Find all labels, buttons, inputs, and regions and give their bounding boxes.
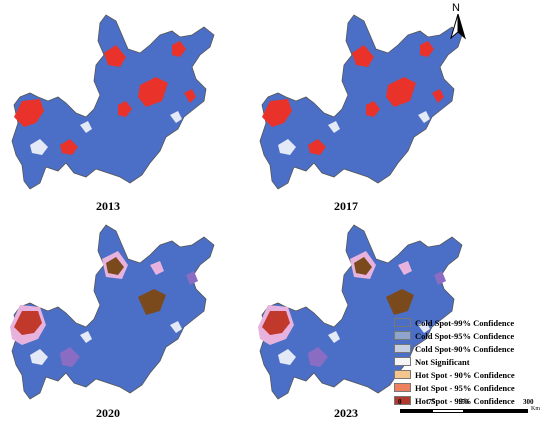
region-outline xyxy=(11,14,215,190)
map-panel-2023 xyxy=(248,215,478,410)
hotspot-area xyxy=(60,139,78,155)
north-arrow-icon xyxy=(450,14,466,40)
scale-tick-label: 75 xyxy=(428,398,435,406)
hotspot-area xyxy=(352,45,374,67)
hotspot-area xyxy=(106,257,124,275)
not-significant-area xyxy=(30,111,182,155)
scale-unit: Km xyxy=(531,406,540,412)
hotspot-area xyxy=(138,289,166,315)
year-label-2013: 2013 xyxy=(96,199,120,213)
legend-item-cold-99: Cold Spot-99% Confidence xyxy=(394,317,514,328)
scale-segment xyxy=(432,409,464,413)
legend-swatch xyxy=(394,396,411,405)
legend-label: Hot Spot - 99% Confidence xyxy=(415,395,515,406)
north-letter: N xyxy=(452,2,460,14)
map-panel-2017 xyxy=(248,5,478,200)
legend: Cold Spot-99% Confidence Cold Spot-95% C… xyxy=(394,317,546,417)
legend-label: Hot Spot - 90% Confidence xyxy=(415,369,515,380)
not-significant-area xyxy=(278,321,430,365)
hotspot-area xyxy=(386,289,414,315)
scale-tick-label: 0 xyxy=(398,398,402,406)
hotspot-area xyxy=(118,101,132,117)
hotspot-area xyxy=(150,261,164,275)
legend-item-hot-95: Hot Spot - 95% Confidence xyxy=(394,382,515,393)
legend-label: Hot Spot - 95% Confidence xyxy=(415,382,515,393)
hotspot-area xyxy=(434,271,446,285)
legend-item-not-significant: Not Significant xyxy=(394,356,470,367)
legend-swatch xyxy=(394,318,411,327)
hotspot-area xyxy=(14,99,44,127)
scale-tick-label: 150 xyxy=(458,398,469,406)
hotspot-area xyxy=(432,89,444,103)
region-outline xyxy=(11,224,215,400)
hotspot-map-2013 xyxy=(11,14,215,190)
hotspot-map-2023 xyxy=(258,224,463,400)
legend-item-hot-99: Hot Spot - 99% Confidence xyxy=(394,395,515,406)
hotspot-area xyxy=(184,89,196,103)
legend-swatch xyxy=(394,383,411,392)
map-panel-2020 xyxy=(0,215,230,410)
legend-label: Not Significant xyxy=(415,356,470,367)
legend-swatch xyxy=(394,331,411,340)
hotspot-map-2020 xyxy=(10,224,215,400)
north-arrow: N xyxy=(448,2,468,44)
scale-segment xyxy=(400,409,432,413)
scale-tick-label: 300 xyxy=(523,398,534,406)
year-label-2017: 2017 xyxy=(334,199,358,213)
hotspot-area xyxy=(14,311,42,335)
legend-swatch xyxy=(394,357,411,366)
hotspot-area xyxy=(366,101,380,117)
hotspot-area xyxy=(104,45,126,67)
hotspot-map-2017 xyxy=(259,14,463,190)
hotspot-area xyxy=(386,77,416,107)
hotspot-area xyxy=(420,41,434,57)
not-significant-area xyxy=(278,111,430,155)
hotspot-area xyxy=(308,347,328,367)
not-significant-area xyxy=(30,321,182,365)
year-label-2023: 2023 xyxy=(334,406,358,420)
hotspot-area xyxy=(398,261,412,275)
hotspot-area xyxy=(60,347,80,367)
scale-bar: 0 75 150 300 Km xyxy=(398,398,543,420)
region-outline xyxy=(259,14,463,190)
legend-label: Cold Spot-90% Confidence xyxy=(415,343,515,354)
hotspot-area xyxy=(354,257,372,275)
hotspot-area xyxy=(186,271,198,285)
legend-item-hot-90: Hot Spot - 90% Confidence xyxy=(394,369,515,380)
scale-segment xyxy=(464,409,528,413)
hotspot-area xyxy=(262,311,290,335)
legend-label: Cold Spot-99% Confidence xyxy=(415,317,515,328)
legend-label: Cold Spot-95% Confidence xyxy=(415,330,515,341)
legend-swatch xyxy=(394,370,411,379)
legend-item-cold-95: Cold Spot-95% Confidence xyxy=(394,330,514,341)
legend-item-cold-90: Cold Spot-90% Confidence xyxy=(394,343,514,354)
map-panel-2013 xyxy=(0,5,230,200)
hotspot-area xyxy=(172,41,186,57)
hotspot-area xyxy=(262,99,292,127)
hotspot-area xyxy=(138,77,168,107)
legend-swatch xyxy=(394,344,411,353)
hotspot-area xyxy=(308,139,326,155)
year-label-2020: 2020 xyxy=(96,406,120,420)
